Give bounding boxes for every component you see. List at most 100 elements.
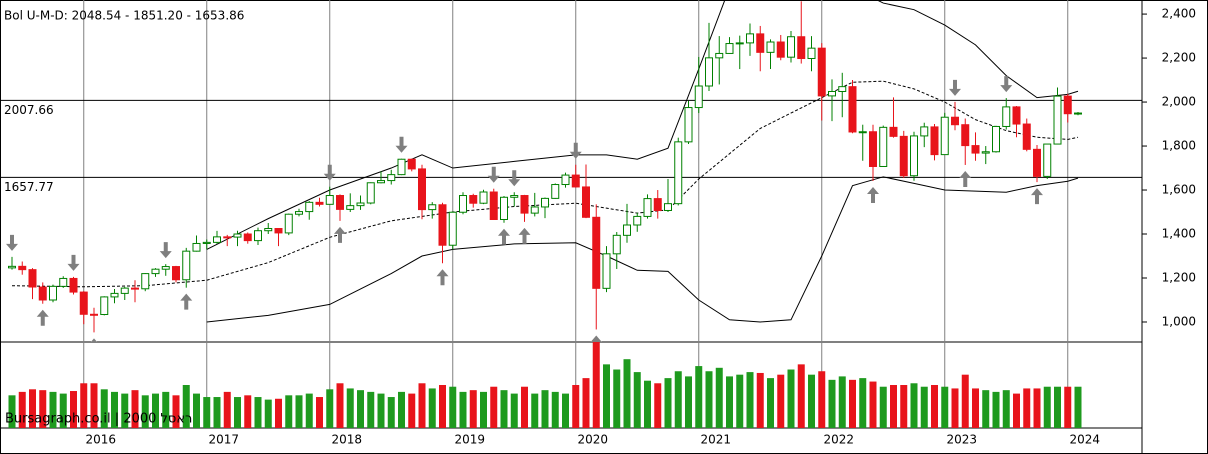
candle-body	[879, 126, 888, 167]
candle-body	[254, 230, 262, 242]
axis: 2016 2017 2018 2019 2020 2021 2022 2023 2024 1,00…	[4, 7, 1196, 447]
volume-bar	[941, 386, 949, 428]
signal-arrow-down	[949, 79, 961, 96]
signal-arrow-up	[180, 293, 193, 310]
candle-body	[971, 145, 980, 154]
volume-bar	[972, 388, 979, 428]
indicator-title: Bol U-M-D: 2048.54 - 1851.20 - 1653.86	[4, 9, 244, 23]
x-tick-label: 2024	[1069, 433, 1100, 447]
signal-arrow-up	[334, 226, 346, 243]
candle-body	[664, 203, 672, 211]
candle-body	[612, 234, 621, 255]
candle-body	[1022, 123, 1031, 150]
volume-bar	[510, 393, 518, 428]
candle-body	[295, 211, 303, 215]
volume-bar	[500, 390, 508, 428]
volume-bar	[767, 378, 774, 428]
candle-body	[79, 291, 88, 315]
signal-arrow-up	[498, 228, 510, 245]
signal-arrow-up	[36, 309, 49, 326]
candle-body	[848, 86, 857, 133]
candle-body	[623, 224, 631, 236]
volume-bar	[275, 398, 282, 428]
candle-body	[377, 180, 385, 184]
candle-body	[202, 241, 211, 244]
candle-body	[274, 228, 283, 234]
volume-bar	[685, 376, 692, 428]
candle-body	[407, 158, 416, 170]
volume-bar	[285, 395, 293, 428]
volume-bar	[459, 391, 467, 428]
candle-body	[387, 174, 396, 182]
volume-bar	[818, 371, 826, 428]
candle-body	[530, 206, 539, 214]
signal-arrow-down	[323, 164, 336, 181]
volume-bar	[879, 386, 887, 428]
volume-bar	[920, 386, 928, 428]
volume-bar	[162, 391, 170, 428]
volume-bar	[592, 342, 600, 428]
level-label: 2007.66	[4, 103, 54, 117]
candle-body	[582, 186, 590, 218]
candle-body	[684, 107, 693, 143]
candle-body	[172, 266, 180, 281]
candle-body	[438, 204, 447, 246]
volume-bar	[726, 376, 733, 428]
volume-bar	[951, 388, 959, 428]
volume-bar	[736, 374, 744, 428]
candle-body	[448, 211, 457, 246]
candle-body	[479, 191, 488, 204]
volume-bar	[418, 383, 426, 428]
volume-bar	[1054, 386, 1061, 428]
candle-body	[981, 151, 990, 154]
candle-body	[787, 36, 795, 58]
candle-body	[1033, 148, 1041, 177]
candle-body	[510, 195, 519, 198]
candle-body	[766, 41, 775, 53]
candle-body	[776, 41, 785, 58]
signal-arrow-up	[518, 227, 531, 244]
candle-body	[705, 57, 713, 87]
volume-bar	[603, 364, 610, 428]
candle-body	[366, 182, 375, 204]
volume-bar	[654, 383, 662, 428]
candle-body	[336, 195, 344, 210]
signal-arrow-up	[959, 170, 972, 187]
candle-body	[674, 141, 683, 205]
candle-body	[325, 195, 334, 205]
volume-bar	[756, 372, 764, 428]
candle-body	[1053, 95, 1062, 145]
volume-bar	[193, 393, 200, 428]
y-tick-label: 1,200	[1162, 270, 1196, 284]
candle-body	[735, 42, 744, 45]
volume-bar	[531, 393, 539, 428]
candle-body	[746, 33, 754, 44]
candle-body	[817, 47, 826, 97]
candle-body	[869, 131, 877, 167]
candle-body	[643, 198, 652, 217]
volume-bar	[838, 376, 846, 428]
volume-bar	[797, 364, 805, 428]
volume-bar	[182, 385, 190, 428]
x-tick-label: 2023	[946, 433, 977, 447]
volume-bar	[264, 399, 272, 428]
volume-bar	[100, 389, 108, 428]
volume-bar	[490, 386, 498, 428]
volume-bar	[623, 359, 631, 428]
volume-bar	[234, 397, 241, 428]
candle-body	[889, 126, 898, 137]
volume-bar	[787, 369, 795, 428]
y-tick-label: 1,800	[1162, 139, 1196, 153]
candle-body	[951, 116, 959, 126]
volume-bar	[326, 389, 334, 428]
signal-arrow-up	[867, 187, 879, 204]
signal-arrow-up	[436, 269, 449, 286]
x-tick-label: 2017	[208, 433, 239, 447]
candle-body	[489, 191, 498, 220]
volume-bar	[39, 390, 47, 428]
volume-bar	[613, 369, 621, 428]
candle-body	[315, 201, 324, 205]
candle-body	[38, 286, 47, 301]
candle-body	[59, 277, 68, 287]
candle-body	[18, 265, 27, 271]
